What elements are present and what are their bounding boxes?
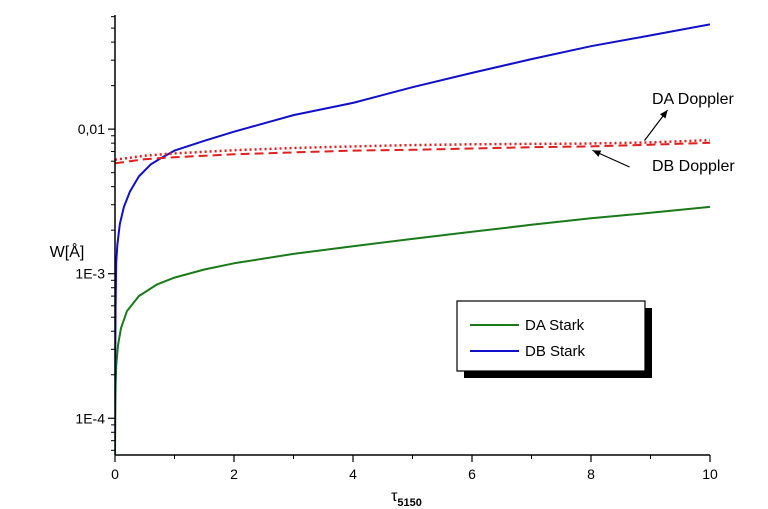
y-tick-label: 1E-4: [75, 410, 105, 426]
da-stark-line: [115, 205, 710, 455]
axes: 0 2 4 6 8 10 1E-4 1E-3 0,01 τ5150 W[Å] DA Doppler DB…: [50, 15, 735, 509]
x-tick-label: 8: [587, 466, 595, 482]
da-doppler-line: [115, 138, 710, 161]
legend: DA Stark DB Stark: [456, 300, 652, 378]
x-tick-label: 4: [349, 466, 357, 482]
legend-label: DB Stark: [525, 343, 586, 360]
plot-lines: [115, 23, 710, 455]
da-doppler-arrow-head: [659, 110, 668, 119]
da-doppler-annotation: DA Doppler: [652, 91, 734, 108]
legend-box: [456, 300, 646, 372]
db-doppler-annotation: DB Doppler: [652, 158, 735, 175]
db-stark-line: [115, 23, 710, 441]
db-doppler-line: [115, 141, 710, 165]
x-tick-label: 0: [111, 466, 119, 482]
db-doppler-arrow-head: [592, 150, 602, 157]
x-tick-label: 10: [702, 466, 718, 482]
y-tick-label: 0,01: [78, 121, 105, 137]
y-tick-label: 1E-3: [75, 266, 105, 282]
x-tick-label: 6: [468, 466, 476, 482]
x-axis-label-subscript: 5150: [397, 497, 421, 509]
legend-label: DA Stark: [525, 317, 585, 334]
y-axis-label: W[Å]: [50, 242, 85, 261]
x-axis-label: τ5150: [391, 488, 422, 509]
x-tick-label: 2: [230, 466, 238, 482]
